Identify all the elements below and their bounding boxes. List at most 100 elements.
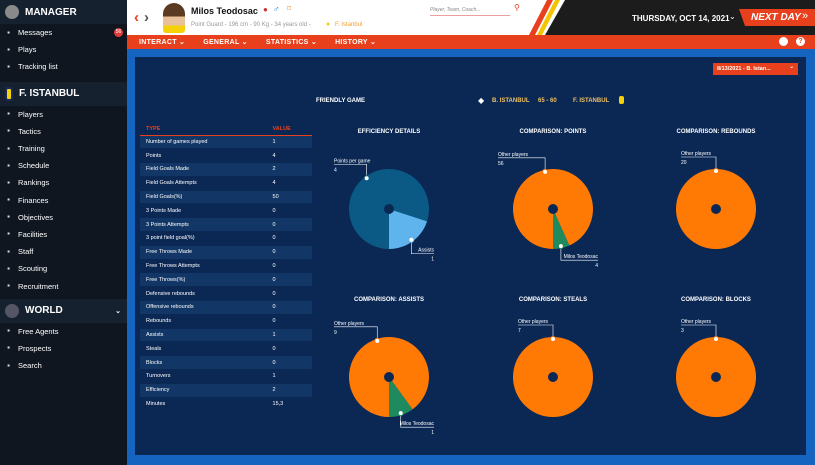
stat-type: Points — [140, 148, 267, 164]
team-crest-icon: ● — [326, 21, 331, 28]
table-row: Field Goals Attempts 4 — [140, 176, 312, 191]
chevron-down-icon[interactable]: ⌄ — [729, 12, 736, 21]
nav-interact[interactable]: INTERACT ⌄ — [139, 38, 185, 46]
column-header: VALUE — [266, 123, 312, 136]
section-manager[interactable]: MANAGER — [0, 0, 127, 24]
table-row: Turnovers 1 — [140, 369, 312, 384]
sidebar-item-staff[interactable]: ▪ Staff — [0, 243, 127, 260]
game-type: FRIENDLY GAME — [316, 98, 366, 104]
pie-slice[interactable] — [389, 209, 428, 249]
forward-arrow-icon[interactable]: › — [144, 9, 149, 26]
stat-type: Field Goals Attempts — [140, 176, 267, 191]
table-row: Minutes 15,3 — [140, 397, 312, 412]
table-row: Number of games played 1 — [140, 135, 312, 150]
table-row: Field Goals(%) 50 — [140, 190, 312, 205]
label-marker — [408, 236, 415, 243]
stat-type: Turnovers — [140, 369, 267, 384]
bookmark-icon[interactable]: ⌑ — [287, 4, 292, 13]
player-details: Point Guard - 196 cm - 90 Kg - 34 years … — [191, 22, 311, 28]
chevron-down-icon: ⌄ — [115, 307, 121, 315]
slice-label: Other players — [681, 151, 712, 157]
slice-label: Other players — [334, 321, 365, 327]
pie-chart: COMPARISON: BLOCKS Other players 3 — [676, 297, 756, 417]
sidebar-item-label: Plays — [18, 45, 37, 55]
search-icon: ▪ — [7, 360, 10, 370]
next-day-button[interactable]: NEXT DAY» — [739, 9, 815, 26]
sidebar-item-plays[interactable]: ▪ Plays — [0, 41, 127, 58]
section-team[interactable]: F. ISTANBUL — [0, 81, 127, 106]
table-row: Free Throws(%) 0 — [140, 272, 312, 288]
rocket-icon: ▪ — [7, 343, 10, 353]
nav-bar: INTERACT ⌄ GENERAL ⌄ STATISTICS ⌄ HISTORY ⌄ — [127, 35, 815, 49]
nav-general[interactable]: GENERAL ⌄ — [203, 38, 248, 46]
pie-slice[interactable] — [553, 209, 570, 249]
stat-type: Free Throws Made — [140, 245, 267, 260]
label-marker — [397, 410, 404, 417]
nav-statistics[interactable]: STATISTICS ⌄ — [266, 38, 317, 46]
label-connector — [498, 157, 546, 172]
label-connector — [334, 163, 367, 179]
sidebar-item-finances[interactable]: ▪ Finances — [0, 192, 127, 209]
sidebar-item-label: Facilities — [18, 229, 48, 239]
binoculars-icon: ▪ — [7, 263, 10, 273]
label-connector — [411, 239, 434, 255]
home-team: B. ISTANBUL — [492, 98, 530, 104]
chart-title: EFFICIENCY DETAILS — [358, 129, 420, 135]
table-row: Free Throws Attempts 0 — [140, 259, 312, 274]
pie-center — [384, 204, 394, 214]
sidebar-item-tactics[interactable]: ▪ Tactics — [0, 123, 127, 140]
sidebar-item-schedule[interactable]: ▪ Schedule — [0, 157, 127, 174]
sidebar: MANAGER ▪ Messages 56 ▪ Plays ▪ Tracking list … — [0, 0, 127, 465]
player-team-link[interactable]: F. Istanbul — [335, 22, 363, 28]
sidebar-item-free-agents[interactable]: ▪ Free Agents — [0, 323, 127, 340]
sidebar-item-objectives[interactable]: ▪ Objectives — [0, 209, 127, 226]
next-day-label: NEXT DAY — [751, 12, 801, 23]
score: 65 - 60 — [538, 98, 557, 104]
star-icon: ▪ — [7, 61, 10, 71]
help-icon[interactable]: ? — [796, 37, 805, 46]
nav-label: HISTORY — [335, 39, 368, 46]
nav-history[interactable]: HISTORY ⌄ — [335, 38, 376, 46]
label-marker — [557, 243, 564, 250]
pie-center — [384, 372, 394, 382]
sidebar-item-label: Rankings — [18, 178, 50, 188]
nav-label: GENERAL — [203, 39, 240, 46]
label-connector — [518, 324, 554, 339]
podium-icon: ▪ — [7, 177, 10, 187]
table-row: Defensive rebounds 0 — [140, 286, 312, 302]
sidebar-item-search[interactable]: ▪ Search — [0, 357, 127, 374]
away-team: F. ISTANBUL — [573, 98, 610, 104]
team-logo-icon: ◆ — [478, 96, 485, 105]
search-input[interactable] — [430, 5, 510, 16]
pie-slice[interactable] — [389, 377, 413, 417]
back-arrow-icon[interactable]: ‹ — [134, 9, 139, 26]
column-header: TYPE — [140, 123, 267, 136]
sidebar-item-recruitment[interactable]: ▪ Recruitment — [0, 277, 127, 294]
chart-title: COMPARISON: REBOUNDS — [677, 129, 756, 135]
slice-label: Milos Teodosac — [400, 421, 435, 427]
sidebar-item-tracking-list[interactable]: ▪ Tracking list — [0, 58, 127, 75]
pie-center — [711, 372, 721, 382]
sidebar-item-players[interactable]: ▪ Players — [0, 106, 127, 123]
sidebar-item-label: Objectives — [18, 212, 54, 222]
section-world[interactable]: WORLD ⌄ — [0, 298, 127, 323]
sidebar-item-label: Finances — [18, 195, 49, 205]
sidebar-item-training[interactable]: ▪ Training — [0, 140, 127, 157]
refresh-icon[interactable] — [779, 37, 788, 46]
stat-value: 0 — [266, 217, 312, 233]
sidebar-item-prospects[interactable]: ▪ Prospects — [0, 340, 127, 357]
chevron-down-icon: ⌄ — [308, 39, 318, 46]
sidebar-item-rankings[interactable]: ▪ Rankings — [0, 174, 127, 191]
pie-chart: COMPARISON: REBOUNDS Other players 20 — [676, 129, 756, 249]
sidebar-item-scouting[interactable]: ▪ Scouting — [0, 260, 127, 277]
sidebar-item-label: Free Agents — [18, 326, 59, 336]
player-avatar — [163, 3, 185, 33]
search-icon[interactable]: ⚲ — [514, 3, 520, 12]
current-date[interactable]: THURSDAY, OCT 14, 2021 — [632, 14, 730, 23]
stat-type: 3 Points Made — [140, 203, 267, 219]
sidebar-item-messages[interactable]: ▪ Messages 56 — [0, 24, 127, 41]
label-connector — [560, 246, 598, 261]
game-selector[interactable]: 8/13/2021 - B. Istan... ⌄ — [713, 63, 798, 75]
sidebar-item-facilities[interactable]: ▪ Facilities — [0, 226, 127, 243]
stat-type: Rebounds — [140, 314, 267, 329]
